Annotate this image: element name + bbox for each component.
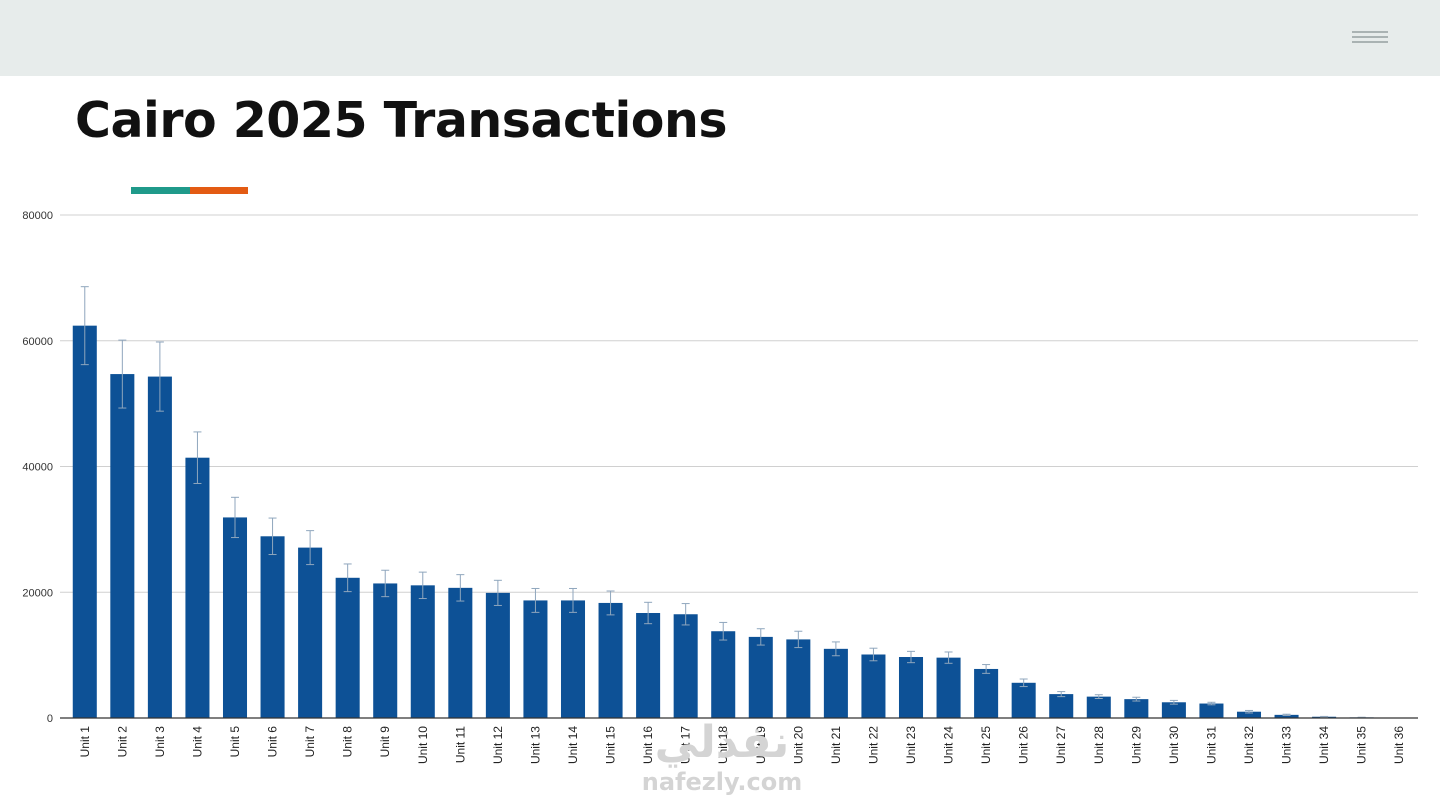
x-tick-label: Unit 4 [190,726,204,758]
bar [1274,714,1299,718]
x-tick-label: Unit 8 [341,726,355,758]
bar [485,592,510,718]
x-tick-label: Unit 19 [754,726,768,764]
bar [974,668,999,718]
x-tick-label: Unit 3 [153,726,167,758]
y-tick-label: 80000 [22,210,53,222]
bar [560,600,586,718]
y-tick-label: 20000 [22,587,53,599]
x-tick-label: Unit 23 [904,726,918,764]
bar [711,631,736,718]
bar [147,376,172,718]
x-tick-label: Unit 5 [228,726,242,758]
x-tick-label: Unit 22 [866,726,880,764]
bar [823,648,848,718]
x-tick-label: Unit 17 [679,726,693,764]
x-tick-label: Unit 2 [115,726,129,758]
bar [673,614,698,718]
bar [861,654,886,718]
bar [936,657,961,718]
hamburger-menu-icon[interactable] [1352,31,1388,47]
x-tick-label: Unit 18 [716,726,730,764]
x-tick-label: Unit 27 [1054,726,1068,764]
x-tick-label: Unit 24 [942,726,956,764]
bar [1236,711,1262,718]
bar [598,602,623,718]
bar [373,583,398,718]
bar [523,600,548,718]
x-tick-label: Unit 30 [1167,726,1181,764]
x-tick-label: Unit 32 [1242,726,1256,764]
x-tick-label: Unit 7 [303,726,317,758]
x-tick-label: Unit 12 [491,726,505,764]
bar [185,457,210,718]
top-bar [0,0,1440,76]
x-tick-label: Unit 16 [641,726,655,764]
bar [410,585,435,718]
x-tick-label: Unit 29 [1129,726,1143,764]
bar [260,536,285,718]
bar [1124,699,1149,718]
accent-bar-teal [131,187,190,194]
bar [748,636,773,718]
bar [898,657,924,718]
x-tick-label: Unit 14 [566,726,580,764]
x-tick-label: Unit 1 [78,726,92,758]
bar [1086,696,1111,718]
x-tick-label: Unit 13 [528,726,542,764]
x-tick-label: Unit 9 [378,726,392,758]
bar [72,325,97,718]
x-tick-label: Unit 6 [266,726,280,758]
bar [335,577,360,718]
x-tick-label: Unit 21 [829,726,843,764]
bar [110,374,135,718]
x-tick-label: Unit 10 [416,726,430,764]
x-tick-label: Unit 33 [1280,726,1294,764]
bar [298,547,323,718]
y-tick-label: 60000 [22,336,53,348]
x-tick-label: Unit 26 [1017,726,1031,764]
x-tick-label: Unit 34 [1317,726,1331,764]
x-tick-label: Unit 36 [1392,726,1406,764]
slide-title: Cairo 2025 Transactions [75,92,728,149]
x-tick-label: Unit 28 [1092,726,1106,764]
x-tick-label: Unit 31 [1204,726,1218,764]
x-tick-label: Unit 25 [979,726,993,764]
bar [448,587,473,718]
y-tick-label: 0 [47,713,53,725]
x-tick-label: Unit 11 [453,726,467,763]
x-tick-label: Unit 35 [1355,726,1369,764]
x-tick-label: Unit 20 [791,726,805,764]
bar [1199,703,1224,718]
bar [1161,702,1186,718]
x-tick-label: Unit 15 [604,726,618,764]
y-tick-label: 40000 [22,462,53,474]
bar [636,612,661,718]
bar [1049,694,1074,718]
bar [786,639,811,718]
bar [222,517,248,718]
bar [1011,682,1036,718]
accent-bar-orange [190,187,248,194]
